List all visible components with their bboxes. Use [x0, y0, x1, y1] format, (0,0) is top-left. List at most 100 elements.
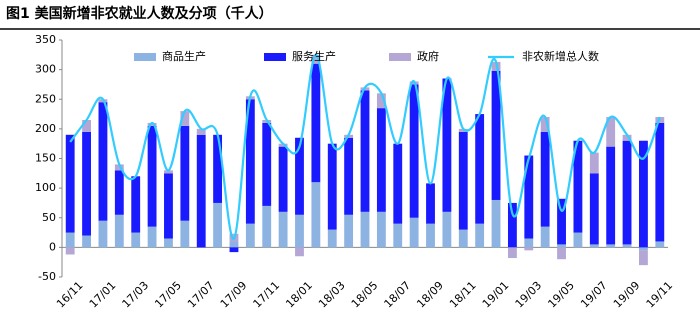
- x-tick-label: 19/07: [578, 279, 610, 311]
- x-tick-label: 17/01: [87, 279, 119, 311]
- legend-swatch: [134, 53, 156, 61]
- bar: [655, 241, 665, 248]
- bar: [655, 122, 665, 242]
- bar: [311, 63, 321, 183]
- bar: [622, 140, 632, 245]
- bar: [376, 93, 386, 109]
- bar: [589, 173, 599, 245]
- y-tick-label: 50: [42, 211, 56, 224]
- x-tick-label: 18/11: [447, 279, 479, 311]
- bar: [524, 238, 534, 248]
- bar: [114, 164, 124, 171]
- legend-label: 政府: [417, 49, 439, 63]
- bar: [245, 99, 255, 224]
- bar: [344, 137, 354, 215]
- bar: [278, 143, 288, 147]
- bar: [295, 214, 304, 248]
- bar: [393, 223, 403, 248]
- bar: [82, 119, 91, 132]
- bar: [393, 143, 403, 224]
- bar: [589, 152, 599, 174]
- x-tick-label: 16/11: [54, 279, 86, 311]
- x-tick-label: 18/03: [316, 279, 348, 311]
- bar: [557, 198, 566, 245]
- bar: [409, 217, 419, 248]
- bar: [458, 229, 468, 248]
- x-tick-label: 18/01: [283, 279, 315, 311]
- x-tick-label: 17/09: [218, 279, 250, 311]
- bar: [311, 54, 321, 64]
- bar: [131, 232, 141, 248]
- bar: [426, 223, 435, 248]
- legend-swatch: [264, 53, 286, 61]
- bar: [344, 214, 354, 248]
- y-tick-label: 200: [35, 122, 56, 135]
- bar: [65, 134, 75, 233]
- bar: [360, 90, 370, 212]
- bar: [573, 232, 583, 248]
- bar: [180, 220, 190, 248]
- x-tick-label: 18/07: [382, 279, 414, 311]
- x-tick-label: 18/05: [349, 279, 381, 311]
- bar: [557, 244, 566, 248]
- y-tick-label: 300: [35, 63, 56, 76]
- bar: [639, 140, 648, 248]
- bar: [589, 244, 599, 248]
- bar: [606, 244, 616, 248]
- bar: [164, 170, 173, 174]
- bar: [442, 78, 452, 212]
- bar: [475, 114, 485, 224]
- legend-label: 非农新增总人数: [522, 49, 599, 63]
- bar: [491, 70, 501, 200]
- bar: [458, 131, 468, 230]
- bar: [524, 155, 534, 239]
- bar: [327, 143, 337, 230]
- bar: [213, 202, 223, 248]
- bar: [213, 134, 223, 203]
- bar: [606, 117, 616, 147]
- bar: [507, 247, 517, 259]
- legend-swatch: [389, 53, 411, 61]
- x-tick-label: 19/05: [545, 279, 577, 311]
- bar: [278, 146, 288, 212]
- y-tick-label: 100: [35, 181, 56, 194]
- x-tick-label: 17/11: [251, 279, 283, 311]
- bar: [262, 122, 272, 206]
- bar: [639, 247, 648, 251]
- bar: [147, 122, 157, 126]
- bar: [376, 211, 386, 248]
- legend-label: 商品生产: [162, 49, 206, 63]
- bar: [245, 223, 255, 248]
- bar: [507, 202, 517, 248]
- bar: [376, 108, 386, 212]
- bar: [114, 170, 124, 215]
- x-tick-label: 19/01: [480, 279, 512, 311]
- line: [69, 53, 661, 240]
- bar: [229, 241, 239, 248]
- bar: [442, 211, 452, 248]
- y-tick-label: 0: [49, 240, 56, 253]
- bar: [295, 247, 304, 257]
- bar: [147, 125, 157, 227]
- bar: [327, 229, 337, 248]
- bar: [82, 131, 91, 236]
- y-tick-label: 250: [35, 92, 56, 105]
- y-tick-label: 150: [35, 152, 56, 165]
- bar: [540, 226, 550, 248]
- bar: [606, 146, 616, 245]
- bar: [491, 199, 501, 248]
- x-tick-label: 19/03: [513, 279, 545, 311]
- bar: [65, 247, 75, 255]
- bar: [311, 182, 321, 248]
- bar: [573, 140, 583, 233]
- bar: [540, 131, 550, 227]
- bar: [426, 183, 435, 224]
- bar: [98, 220, 108, 248]
- bar: [98, 102, 108, 221]
- bar: [196, 128, 206, 135]
- bar: [229, 247, 239, 253]
- bar: [524, 247, 534, 251]
- x-tick-label: 18/09: [414, 279, 446, 311]
- x-tick-label: 17/03: [120, 279, 152, 311]
